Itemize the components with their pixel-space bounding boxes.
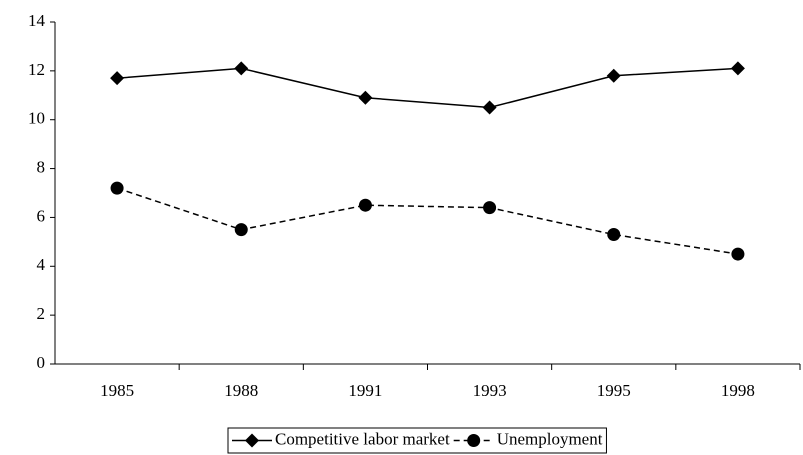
y-tick-label: 0 — [37, 353, 46, 372]
series-line — [116, 187, 739, 255]
x-tick-label: 1991 — [348, 381, 382, 400]
marker — [234, 223, 248, 237]
y-tick-label: 10 — [28, 109, 45, 128]
y-tick-label: 2 — [37, 304, 46, 323]
marker — [110, 181, 124, 195]
marker — [606, 68, 621, 83]
marker — [234, 61, 249, 76]
y-tick-label: 8 — [37, 157, 46, 176]
marker — [245, 433, 259, 448]
marker — [358, 198, 372, 212]
x-tick-label: 1993 — [473, 381, 507, 400]
y-tick-label: 14 — [28, 11, 46, 30]
marker — [483, 201, 497, 215]
marker — [110, 71, 125, 86]
marker — [358, 90, 373, 105]
marker — [482, 100, 497, 115]
x-tick-label: 1988 — [224, 381, 258, 400]
y-tick-label: 4 — [37, 255, 46, 274]
series-line — [117, 67, 738, 109]
marker — [467, 434, 481, 447]
legend-label: Competitive labor market — [275, 429, 450, 448]
y-tick-label: 6 — [37, 206, 46, 225]
legend-label: Unemployment — [497, 429, 603, 448]
marker — [731, 247, 745, 261]
y-tick-label: 12 — [28, 60, 45, 79]
legend-box — [227, 427, 607, 454]
x-tick-label: 1995 — [597, 381, 631, 400]
marker — [730, 61, 745, 76]
x-tick-label: 1998 — [721, 381, 755, 400]
x-tick-label: 1985 — [100, 381, 134, 400]
marker — [607, 228, 621, 242]
